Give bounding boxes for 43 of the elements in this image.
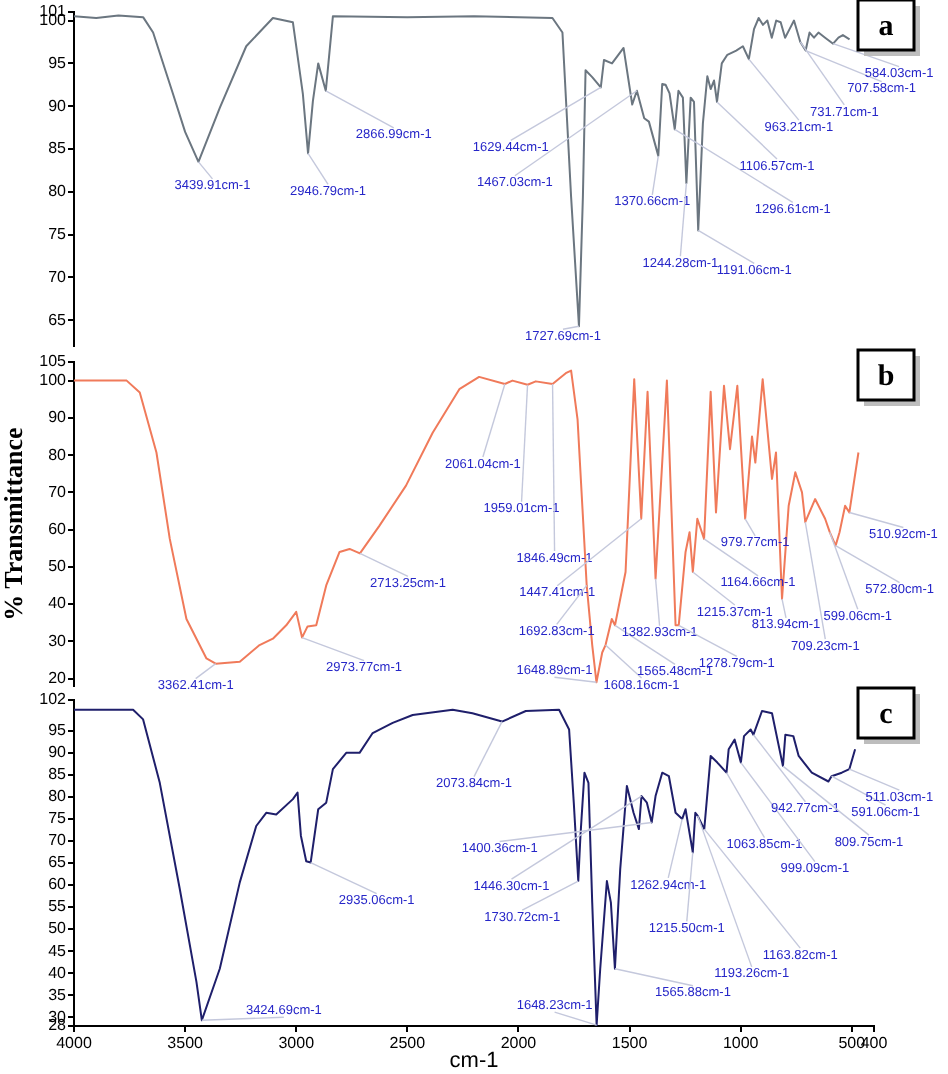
y-tick-label: 70 <box>48 267 68 286</box>
x-tick-label: 3000 <box>278 1034 316 1053</box>
y-tick-label: 60 <box>48 875 68 894</box>
y-tick-label: 50 <box>48 557 68 576</box>
text: b <box>877 360 895 393</box>
y-tick-label: 102 <box>39 690 68 709</box>
text: a <box>878 10 895 43</box>
x-tick-label: 3500 <box>167 1034 205 1053</box>
y-tick-label: 80 <box>48 182 68 201</box>
y-tick-label: 30 <box>48 631 68 650</box>
x-tick-label: 2500 <box>389 1034 427 1053</box>
y-tick-label: 40 <box>48 594 68 613</box>
y-tick-label: 90 <box>48 408 68 427</box>
y-tick-label: 85 <box>48 139 68 158</box>
y-tick-label: 105 <box>39 352 68 371</box>
y-tick-label: 90 <box>48 96 68 115</box>
y-tick-label: 80 <box>48 445 68 464</box>
y-tick-label: 20 <box>48 668 68 687</box>
text: c <box>879 698 894 731</box>
y-tick-label: 80 <box>48 787 68 806</box>
y-tick-label: 100 <box>39 371 68 390</box>
y-tick-label: 70 <box>48 831 68 850</box>
y-tick-label: 65 <box>48 853 68 872</box>
y-tick-label: 95 <box>48 721 68 740</box>
y-tick-label: 40 <box>48 963 68 982</box>
y-tick-label: 45 <box>48 941 68 960</box>
y-tick-label: 85 <box>48 765 68 784</box>
x-tick-label: 1500 <box>611 1034 649 1053</box>
y-tick-label: 75 <box>48 225 68 244</box>
y-tick-label: 60 <box>48 519 68 538</box>
y-tick-label: 35 <box>48 985 68 1004</box>
y-tick-label: 95 <box>48 53 68 72</box>
y-tick-label: 55 <box>48 897 68 916</box>
x-tick-label: 4000 <box>56 1034 93 1053</box>
x-axis-title: cm-1 <box>449 1048 499 1073</box>
y-tick-label: 70 <box>48 482 68 501</box>
x-tick-label: 1000 <box>722 1034 760 1053</box>
y-axis-title: % Transmittance <box>0 426 29 621</box>
y-tick-label: 75 <box>48 809 68 828</box>
y-tick-label: 50 <box>48 919 68 938</box>
y-tick-label: 65 <box>48 310 68 329</box>
x-tick-label: 2000 <box>500 1034 538 1053</box>
y-tick-label: 90 <box>48 743 68 762</box>
